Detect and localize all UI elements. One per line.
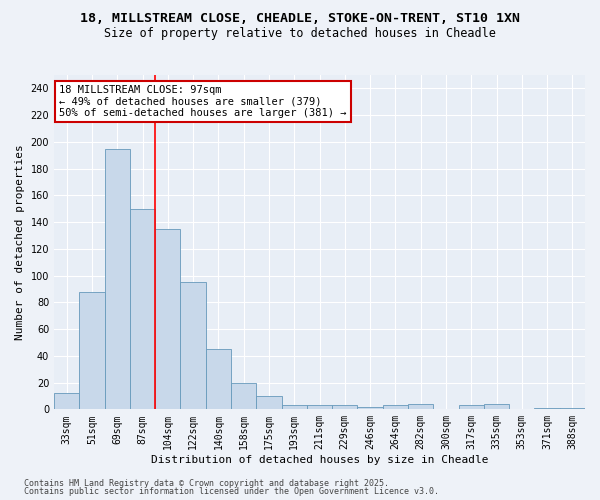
- Bar: [231, 382, 256, 409]
- Bar: [458, 406, 484, 409]
- Bar: [54, 394, 79, 409]
- Bar: [332, 406, 358, 409]
- Text: Size of property relative to detached houses in Cheadle: Size of property relative to detached ho…: [104, 28, 496, 40]
- Bar: [79, 292, 104, 410]
- Bar: [408, 404, 433, 409]
- Bar: [307, 406, 332, 409]
- Bar: [206, 349, 231, 410]
- Bar: [560, 408, 585, 410]
- Text: Contains HM Land Registry data © Crown copyright and database right 2025.: Contains HM Land Registry data © Crown c…: [24, 478, 389, 488]
- Text: Contains public sector information licensed under the Open Government Licence v3: Contains public sector information licen…: [24, 487, 439, 496]
- Text: 18 MILLSTREAM CLOSE: 97sqm
← 49% of detached houses are smaller (379)
50% of sem: 18 MILLSTREAM CLOSE: 97sqm ← 49% of deta…: [59, 85, 347, 118]
- Text: 18, MILLSTREAM CLOSE, CHEADLE, STOKE-ON-TRENT, ST10 1XN: 18, MILLSTREAM CLOSE, CHEADLE, STOKE-ON-…: [80, 12, 520, 26]
- Bar: [130, 208, 155, 410]
- Bar: [104, 148, 130, 410]
- Bar: [484, 404, 509, 409]
- Bar: [535, 408, 560, 410]
- Bar: [358, 406, 383, 410]
- Bar: [181, 282, 206, 410]
- Bar: [281, 406, 307, 409]
- Bar: [155, 229, 181, 410]
- Y-axis label: Number of detached properties: Number of detached properties: [15, 144, 25, 340]
- Bar: [256, 396, 281, 409]
- Bar: [383, 406, 408, 409]
- X-axis label: Distribution of detached houses by size in Cheadle: Distribution of detached houses by size …: [151, 455, 488, 465]
